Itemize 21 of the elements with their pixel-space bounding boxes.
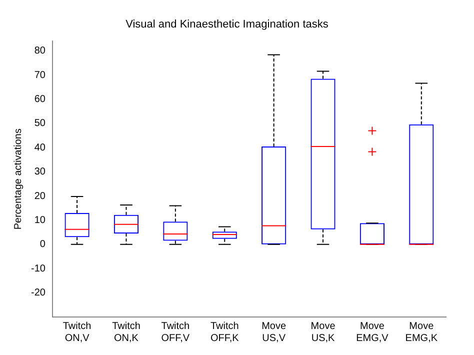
x-tick-label: Move EMG,V <box>356 320 389 344</box>
chart-title: Visual and Kinaesthetic Imagination tasks <box>126 18 329 31</box>
y-tick-label: 70 <box>34 70 46 81</box>
y-tick-label: -20 <box>31 288 46 299</box>
x-tick-label: Twitch ON,V <box>62 320 92 344</box>
x-tick-label: Twitch OFF,V <box>161 320 190 344</box>
x-tick-label: Twitch OFF,K <box>210 320 240 344</box>
y-tick-label: -10 <box>31 263 46 274</box>
y-tick-label: 20 <box>34 190 46 202</box>
x-tick-label: Twitch ON,K <box>112 320 140 344</box>
x-tick-label: Move EMG,K <box>405 320 438 344</box>
x-tick-label: Move US,V <box>262 320 286 344</box>
y-tick-label: 50 <box>34 118 46 130</box>
x-tick-label: Move US,K <box>310 320 336 344</box>
y-axis-title: Percentage activations <box>12 128 24 230</box>
y-tick-label: 40 <box>34 142 46 154</box>
y-tick-label: 0 <box>40 239 46 250</box>
y-tick-label: 10 <box>34 214 46 226</box>
y-tick-label: 80 <box>34 46 46 57</box>
y-tick-label: 60 <box>34 94 46 106</box>
y-tick-label: 30 <box>34 166 46 178</box>
